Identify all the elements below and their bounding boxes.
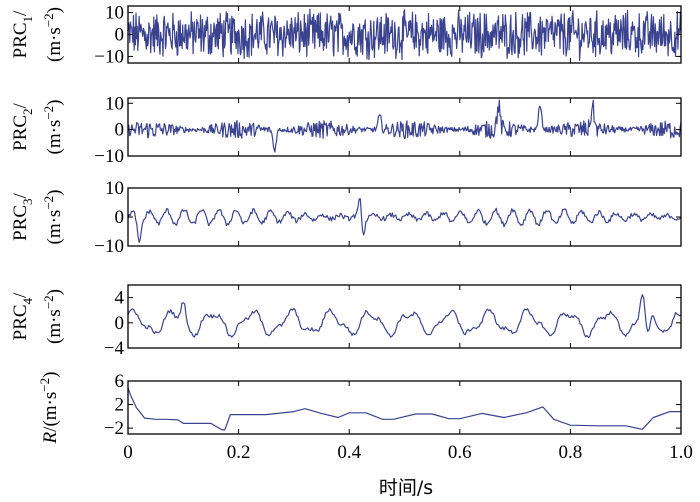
y-axis-unit-1: (m·s−2) [41, 7, 65, 62]
y-tick-label-2-0: 10 [105, 93, 124, 114]
series-line-2 [127, 99, 682, 153]
y-tick-label-4-2: −4 [104, 338, 125, 359]
series-line-4 [127, 294, 682, 338]
plot-frame-4 [127, 284, 682, 349]
panel-4: 4 0 −4 PRC4/(m·s−2) [10, 284, 682, 359]
y-tick-label-2-1: 0 [115, 120, 125, 141]
panel-5: 6 2−2 0 0.2 0.4 0.6 0.8 1.0 R/(m·s−2) [37, 371, 693, 463]
y-axis-label-1: PRC1/ [10, 10, 35, 58]
y-axis-label-4: PRC4/ [10, 292, 35, 340]
y-tick-label-2-2: −10 [94, 146, 124, 167]
y-tick-label-3-1: 0 [115, 207, 125, 228]
x-tick-label-0: 0 [123, 442, 133, 463]
x-axis-label: 时间/s [379, 477, 433, 499]
y-tick-label-5-0: 6 [115, 371, 125, 392]
x-tick-label-5: 1.0 [669, 442, 693, 463]
y-tick-label-4-0: 4 [115, 288, 125, 309]
x-tick-label-2: 0.4 [337, 442, 361, 463]
y-axis-unit-4: (m·s−2) [41, 289, 65, 344]
plot-frame-2 [127, 97, 682, 157]
y-tick-label-3-2: −10 [94, 236, 124, 257]
y-axis-label-3: PRC3/ [10, 192, 35, 240]
y-axis-unit-3: (m·s−2) [41, 190, 65, 245]
panel-1: 100−10 PRC1/(m·s−2) [10, 3, 682, 67]
panel-2: 10 0 −10 PRC2/(m·s−2) [10, 93, 682, 167]
plot-frame-5 [127, 380, 682, 435]
y-tick-label-3-0: 10 [105, 178, 124, 199]
y-axis-unit-2: (m·s−2) [41, 100, 65, 155]
x-tick-label-4: 0.8 [559, 442, 583, 463]
x-tick-label-1: 0.2 [227, 442, 251, 463]
y-tick-label-5-2: −2 [104, 418, 124, 439]
series-line-3 [127, 198, 682, 243]
y-tick-label-5-1: 2 [115, 395, 125, 416]
y-tick-label-4-1: 0 [115, 313, 125, 334]
y-tick-label-1-1: 0 [115, 25, 125, 46]
y-tick-label-1-2: −10 [94, 46, 124, 67]
plot-frame-3 [127, 187, 682, 247]
series-line-5 [127, 387, 681, 431]
y-axis-label-5: R/(m·s−2) [37, 372, 61, 445]
series-line-1 [127, 8, 682, 61]
x-tick-label-3: 0.6 [448, 442, 472, 463]
y-tick-label-1-0: 10 [105, 3, 124, 24]
panel-3: 10 0 −10 PRC3/(m·s−2) [10, 178, 682, 257]
y-axis-label-2: PRC2/ [10, 102, 35, 150]
